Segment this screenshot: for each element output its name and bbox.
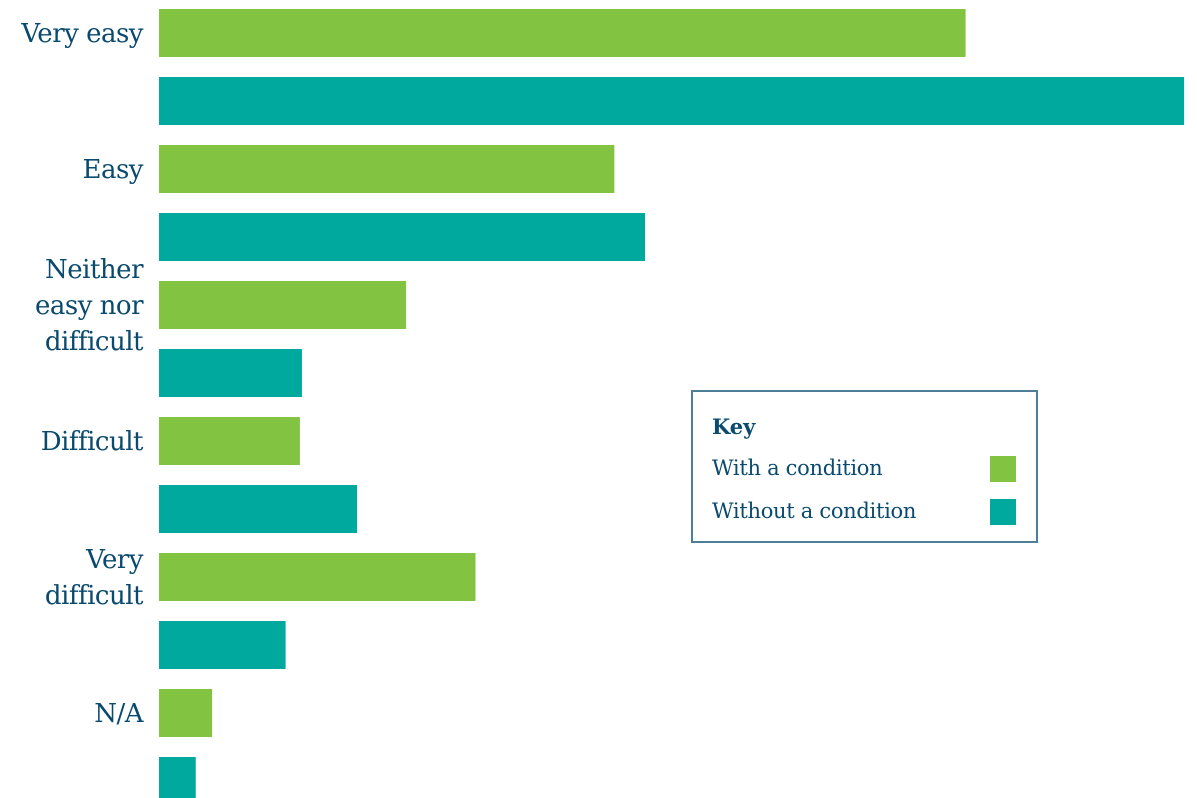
bar-very-difficult-without-a-condition: [159, 621, 286, 669]
bar-easy-without-a-condition: [159, 213, 645, 261]
category-label-line: N/A: [94, 699, 145, 729]
bar-n-a-without-a-condition: [159, 757, 196, 798]
legend-label-with-condition: With a condition: [712, 456, 883, 480]
bar-n-a-with-a-condition: [159, 689, 213, 737]
category-label-line: Very easy: [20, 19, 143, 49]
category-label-line: Neither: [45, 255, 144, 285]
legend-title: Key: [712, 414, 756, 439]
category-label-line: difficult: [45, 327, 144, 357]
legend-swatch-with-condition: [990, 456, 1016, 482]
legend-item-with-condition: With a condition: [712, 456, 1016, 482]
category-label-line: easy nor: [35, 291, 144, 321]
category-label-neither-easy-nor-difficult: Neither easy nor difficult: [35, 255, 144, 357]
category-label-line: Easy: [82, 155, 143, 185]
legend-item-without-condition: Without a condition: [712, 499, 1016, 525]
category-label-difficult: Difficult: [41, 427, 144, 457]
bar-neither-easy-nor-difficult-without-a-condition: [159, 349, 302, 397]
category-label-line: Difficult: [41, 427, 144, 457]
legend-key: Key With a condition Without a condition: [691, 390, 1038, 543]
bar-neither-easy-nor-difficult-with-a-condition: [159, 281, 407, 329]
category-label-very-easy: Very easy: [20, 19, 143, 49]
category-label-easy: Easy: [82, 155, 143, 185]
bar-very-easy-with-a-condition: [159, 9, 966, 57]
bar-difficult-with-a-condition: [159, 417, 300, 465]
bar-easy-with-a-condition: [159, 145, 615, 193]
legend-label-without-condition: Without a condition: [712, 499, 917, 523]
category-label-line: difficult: [45, 581, 144, 611]
bar-very-difficult-with-a-condition: [159, 553, 476, 601]
bar-very-easy-without-a-condition: [159, 77, 1185, 125]
category-label-n-a: N/A: [94, 699, 145, 729]
bar-difficult-without-a-condition: [159, 485, 358, 533]
legend-swatch-without-condition: [990, 499, 1016, 525]
category-label-very-difficult: Very difficult: [45, 545, 144, 611]
category-label-line: Very: [85, 545, 144, 575]
